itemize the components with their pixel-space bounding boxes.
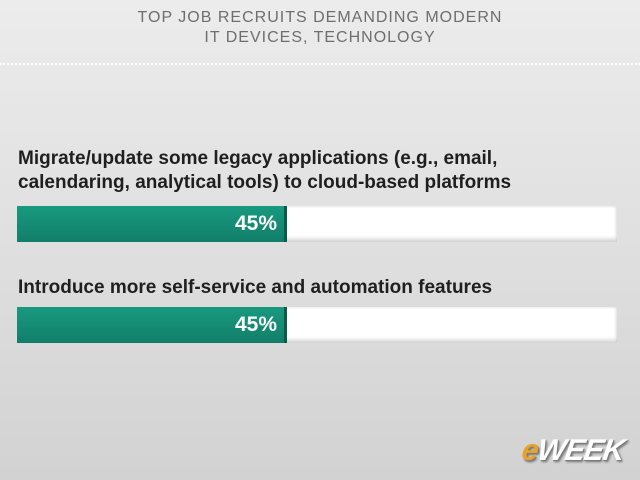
eweek-logo: eWEEK <box>520 434 626 468</box>
bar-track-2: 45% <box>17 307 617 343</box>
bar-label-2: Introduce more self-service and automati… <box>18 276 618 300</box>
bar-label-1-line-1: Migrate/update some legacy applications … <box>18 148 498 169</box>
bar-1 <box>17 206 287 242</box>
chart-title: TOP JOB RECRUITS DEMANDING MODERN IT DEV… <box>0 8 640 48</box>
logo-rest: WEEK <box>535 434 627 467</box>
chart-title-line-1: TOP JOB RECRUITS DEMANDING MODERN <box>137 9 503 26</box>
bar-label-1-line-2: calendaring, analytical tools) to cloud-… <box>18 172 512 193</box>
chart-title-line-2: IT DEVICES, TECHNOLOGY <box>204 29 436 46</box>
bar-2 <box>17 307 287 343</box>
bar-label-2-line-1: Introduce more self-service and automati… <box>18 277 493 298</box>
bar-value-label-1: 45% <box>234 212 277 235</box>
bar-track-1: 45% <box>17 206 617 242</box>
title-divider <box>0 63 640 65</box>
bar-label-1: Migrate/update some legacy applications … <box>18 147 618 195</box>
bar-value-label-2: 45% <box>234 313 277 336</box>
